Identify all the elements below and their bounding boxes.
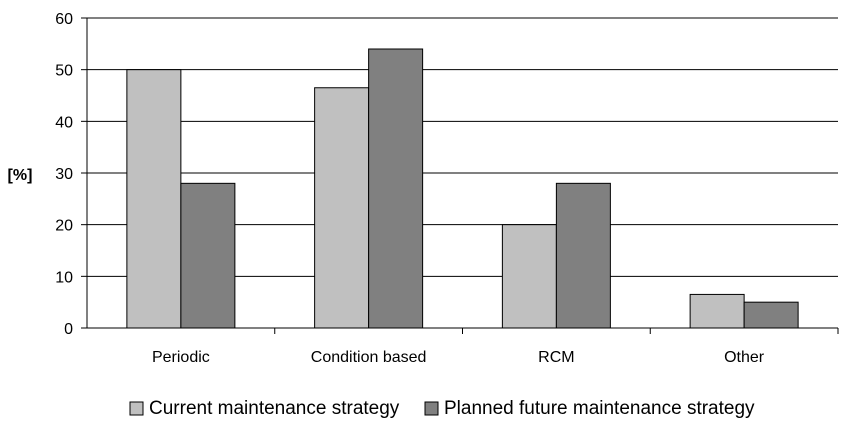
y-tick-label: 10 — [55, 269, 73, 286]
y-tick-label: 60 — [55, 11, 73, 28]
y-tick-label: 0 — [64, 321, 73, 338]
bar-current-periodic — [126, 69, 182, 329]
y-axis-label: [%] — [8, 167, 33, 184]
x-tick-label: Condition based — [311, 349, 427, 366]
y-tick-label: 50 — [55, 63, 73, 80]
x-tick-label: Other — [724, 349, 765, 366]
y-tick-label: 20 — [55, 218, 73, 235]
bar-current-condition-based — [314, 87, 370, 329]
x-tick-label: RCM — [538, 349, 574, 366]
legend-label-current: Current maintenance strategy — [149, 398, 400, 419]
bar-planned-other — [743, 301, 799, 329]
bar-current-other — [689, 293, 745, 329]
y-tick-label: 30 — [55, 166, 73, 183]
bar-planned-rcm — [555, 182, 611, 329]
bar-planned-condition-based — [368, 48, 424, 329]
legend-label-planned: Planned future maintenance strategy — [444, 398, 755, 419]
legend-swatch-planned — [424, 401, 439, 416]
x-tick-labels: Periodic Condition based RCM Other — [152, 349, 765, 366]
y-tick-labels: 0 10 20 30 40 50 60 — [55, 11, 73, 338]
axes — [81, 17, 839, 334]
legend-swatch-current — [129, 401, 144, 416]
x-tick-label: Periodic — [152, 349, 210, 366]
legend: Current maintenance strategy Planned fut… — [129, 398, 755, 419]
bars — [126, 48, 799, 329]
y-tick-label: 40 — [55, 114, 73, 131]
bar-planned-periodic — [180, 182, 236, 329]
bar-current-rcm — [501, 224, 557, 329]
